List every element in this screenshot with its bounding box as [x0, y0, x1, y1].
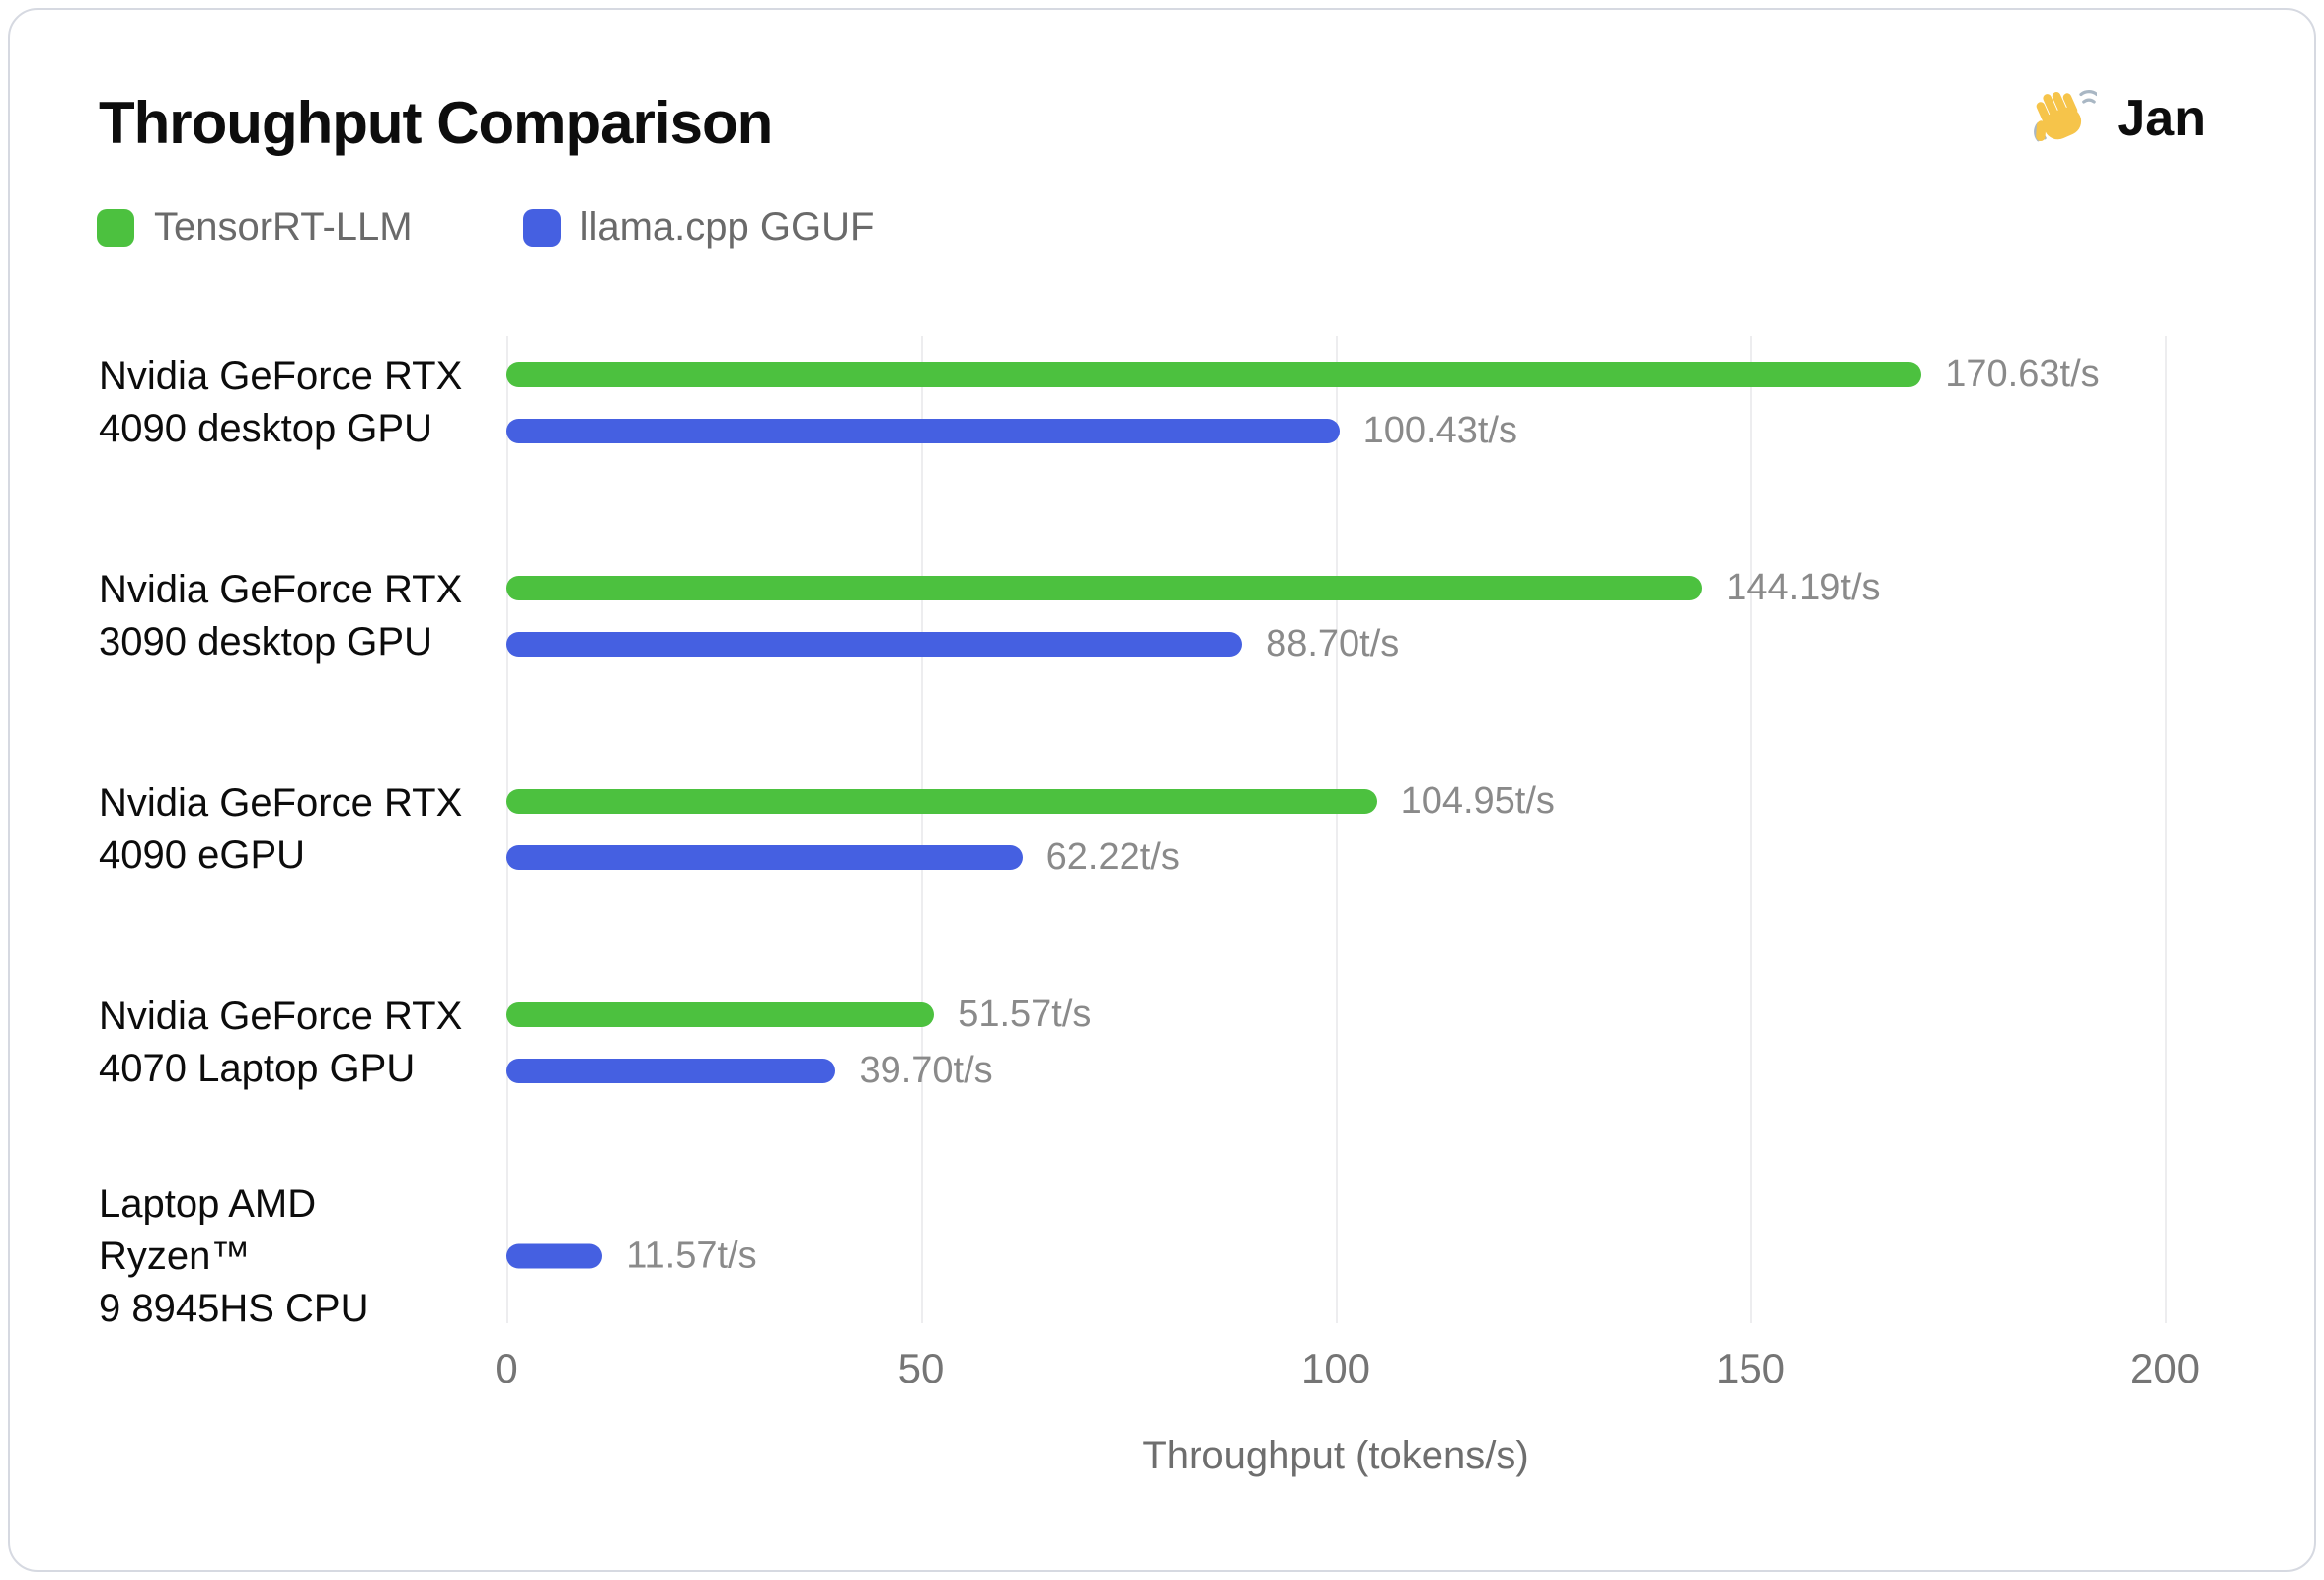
value-label: 62.22t/s — [1046, 836, 1180, 878]
category-label: Nvidia GeForce RTX 4090 desktop GPU — [99, 355, 463, 450]
value-label: 39.70t/s — [859, 1050, 993, 1091]
bar-llama-cpp-gguf — [506, 632, 1243, 657]
chart-rows: Nvidia GeForce RTX 4090 desktop GPU 170.6… — [0, 296, 2324, 1363]
bar-llama-cpp-gguf — [506, 1059, 836, 1083]
x-axis-ticks: 0 50 100 150 200 — [495, 1345, 2300, 1404]
bars-group: 170.63t/s 100.43t/s — [506, 354, 2100, 452]
legend: TensorRT-LLM llama.cpp GGUF — [97, 205, 874, 250]
jan-brand: Jan — [2030, 85, 2206, 152]
grid-line — [921, 336, 923, 1323]
grid-line — [1750, 336, 1752, 1323]
bar-line: 51.57t/s — [506, 993, 1091, 1036]
bar-line: 88.70t/s — [506, 623, 1881, 666]
grid-line — [1336, 336, 1338, 1323]
bars-group: 104.95t/s 62.22t/s — [506, 780, 1555, 879]
value-label: 51.57t/s — [958, 993, 1092, 1035]
page-title: Throughput Comparison — [99, 90, 773, 156]
value-label: 104.95t/s — [1400, 780, 1555, 822]
value-label: 144.19t/s — [1726, 567, 1881, 608]
tick-label: 200 — [2130, 1345, 2201, 1391]
bar-line: 104.95t/s — [506, 780, 1555, 823]
bar-tensorrt-llm — [506, 789, 1377, 814]
chart-row: Laptop AMD Ryzen™ 9 8945HS CPU 11.57t/s — [0, 1149, 2324, 1363]
bar-line: 62.22t/s — [506, 836, 1555, 879]
waving-hand-icon — [2034, 90, 2098, 142]
tick-label: 0 — [495, 1345, 518, 1391]
bar-tensorrt-llm — [506, 576, 1703, 600]
x-axis-title: Throughput (tokens/s) — [1142, 1434, 1529, 1477]
bar-llama-cpp-gguf — [506, 419, 1340, 443]
value-label: 170.63t/s — [1945, 354, 2100, 395]
tick-label: 100 — [1300, 1345, 1371, 1391]
bar-tensorrt-llm — [506, 362, 1922, 387]
bars-group: 144.19t/s 88.70t/s — [506, 567, 1881, 666]
legend-item-llamacpp: llama.cpp GGUF — [522, 205, 875, 250]
brand-name: Jan — [2117, 90, 2206, 147]
bar-line: 11.57t/s — [506, 1235, 757, 1278]
tick-label: 150 — [1715, 1345, 1786, 1391]
category-label: Laptop AMD Ryzen™ 9 8945HS CPU — [99, 1181, 369, 1330]
legend-swatch-green — [97, 208, 134, 247]
legend-swatch-blue — [522, 208, 561, 247]
gridlines-layer — [506, 336, 2300, 1323]
chart-row: Nvidia GeForce RTX 4090 eGPU 104.95t/s 62.… — [0, 723, 2324, 936]
bar-line: 39.70t/s — [506, 1050, 1091, 1092]
grid-line — [506, 336, 508, 1323]
chart-row: Nvidia GeForce RTX 4070 Laptop GPU 51.57t… — [0, 936, 2324, 1149]
bar-llama-cpp-gguf — [506, 1243, 603, 1269]
value-label: 88.70t/s — [1266, 623, 1400, 665]
bar-line: 144.19t/s — [506, 567, 1881, 609]
value-label: 100.43t/s — [1362, 410, 1517, 451]
chart-row: Nvidia GeForce RTX 4090 desktop GPU 170.6… — [0, 296, 2324, 510]
category-label: Nvidia GeForce RTX 4090 eGPU — [99, 781, 463, 877]
bar-llama-cpp-gguf — [506, 845, 1023, 870]
legend-label: llama.cpp GGUF — [580, 205, 875, 249]
grid-line — [2165, 336, 2167, 1323]
legend-label: TensorRT-LLM — [154, 205, 413, 249]
bars-group: 51.57t/s 39.70t/s — [506, 993, 1091, 1092]
bar-tensorrt-llm — [506, 1002, 935, 1027]
bar-line: 170.63t/s — [506, 354, 2100, 396]
legend-item-tensorrt: TensorRT-LLM — [97, 205, 413, 250]
category-label: Nvidia GeForce RTX 4070 Laptop GPU — [99, 994, 463, 1090]
bar-line: 100.43t/s — [506, 410, 2100, 452]
value-label: 11.57t/s — [626, 1234, 757, 1277]
category-label: Nvidia GeForce RTX 3090 desktop GPU — [99, 568, 463, 664]
tick-label: 50 — [897, 1345, 945, 1391]
bars-group: 11.57t/s — [506, 1235, 757, 1278]
chart-row: Nvidia GeForce RTX 3090 desktop GPU 144.1… — [0, 510, 2324, 723]
